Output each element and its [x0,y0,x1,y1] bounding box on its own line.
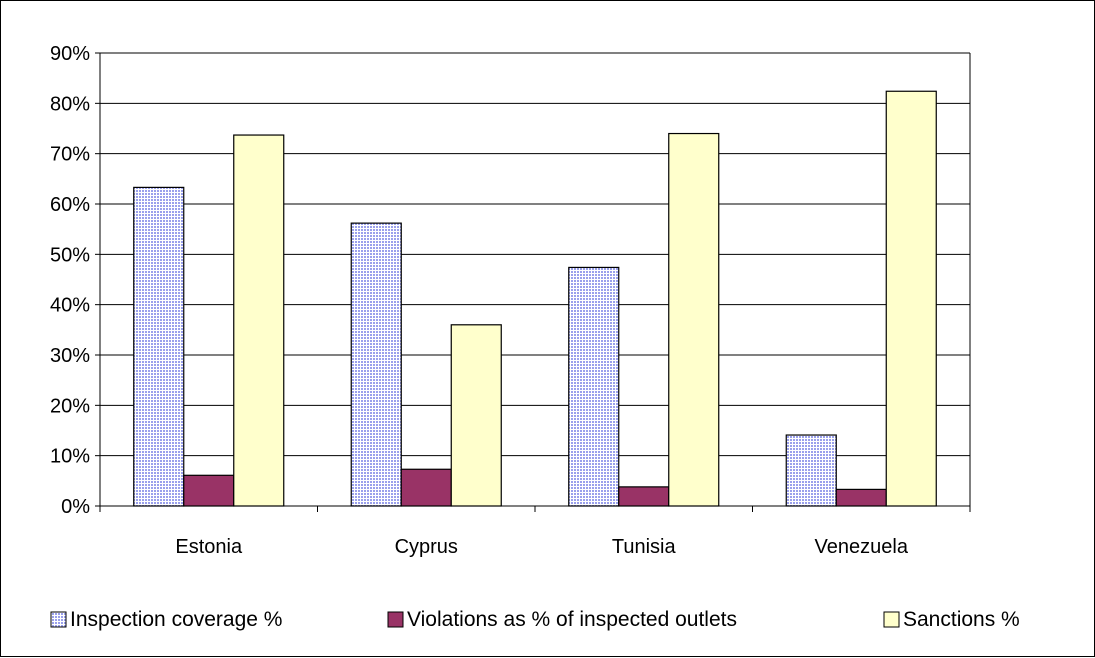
bar-tunisia-series-1 [568,266,620,507]
bar-cyprus-series-1 [350,222,402,507]
y-tick-label: 60% [50,194,90,216]
y-tick-label: 70% [50,144,90,166]
legend-swatch [387,611,404,628]
bar-cyprus-series-3 [450,324,502,507]
bar-venezuela-series-3 [885,90,937,507]
x-tick-label: Cyprus [395,536,458,558]
x-tick-label: Estonia [175,536,243,558]
gridlines [100,52,970,457]
legend-label: Sanctions % [903,608,1020,631]
legend: Inspection coverage % Violations as % of … [50,608,1020,631]
y-tick-label: 80% [50,93,90,115]
y-tick-label: 10% [50,446,90,468]
y-tick-label: 90% [50,43,90,65]
y-tick-label: 50% [50,244,90,266]
y-tick-label: 20% [50,395,90,417]
bar-tunisia-series-3 [668,132,720,507]
x-tick-label: Venezuela [815,536,909,558]
y-tick-label: 40% [50,295,90,317]
axes [95,52,971,512]
bar-cyprus-series-2 [400,468,452,507]
y-tick-label: 30% [50,345,90,367]
bars [133,90,937,507]
bar-tunisia-series-2 [618,486,670,507]
bar-venezuela-series-1 [785,434,837,507]
legend-swatch [883,611,900,628]
bar-estonia-series-2 [183,474,235,507]
bar-estonia-series-1 [133,186,185,507]
x-tick-labels: Estonia Cyprus Tunisia Venezuela [175,536,908,558]
legend-label: Inspection coverage % [70,608,282,631]
bar-estonia-series-3 [233,134,285,507]
x-tick-label: Tunisia [612,536,677,558]
y-tick-labels: 0% 10% 20% 30% 40% 50% 60% 70% 80% 90% [50,43,90,518]
bar-venezuela-series-2 [835,488,887,507]
legend-label: Violations as % of inspected outlets [407,608,737,631]
legend-swatch [50,611,67,628]
y-tick-label: 0% [61,496,90,518]
